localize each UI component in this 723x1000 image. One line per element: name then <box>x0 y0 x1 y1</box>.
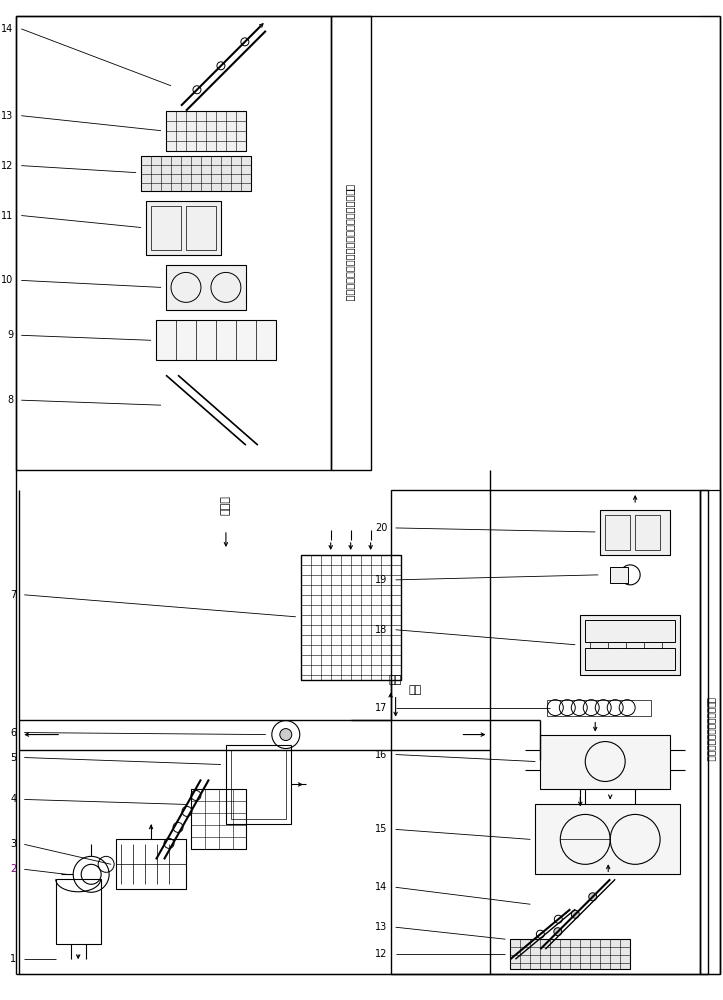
Bar <box>231 750 286 819</box>
Bar <box>535 804 680 874</box>
Text: 20: 20 <box>375 523 388 533</box>
Bar <box>605 515 630 550</box>
Text: 3: 3 <box>10 839 17 849</box>
Bar <box>186 206 216 250</box>
Bar <box>547 700 651 716</box>
Bar <box>636 515 660 550</box>
Bar <box>56 879 101 944</box>
Bar <box>700 490 708 974</box>
Text: 蒸汽: 蒸汽 <box>389 675 402 685</box>
Bar <box>191 789 246 849</box>
Text: 14: 14 <box>375 882 388 892</box>
Text: 19: 19 <box>375 575 388 585</box>
Text: 8: 8 <box>7 395 13 405</box>
Text: 14: 14 <box>1 24 13 34</box>
Bar <box>700 490 720 974</box>
Circle shape <box>280 729 292 741</box>
Text: 7: 7 <box>10 590 17 600</box>
Text: 4: 4 <box>10 794 17 804</box>
Text: 5: 5 <box>10 753 17 763</box>
Bar <box>301 555 401 680</box>
Text: 2: 2 <box>10 864 17 874</box>
Text: 17: 17 <box>375 703 388 713</box>
Bar <box>540 735 670 789</box>
Circle shape <box>589 893 596 901</box>
Text: 15: 15 <box>375 824 388 834</box>
Bar <box>585 648 675 670</box>
Bar <box>151 206 181 250</box>
Bar <box>330 16 371 470</box>
Text: 9: 9 <box>7 330 13 340</box>
Text: 12: 12 <box>375 949 388 959</box>
Bar <box>585 620 675 642</box>
Circle shape <box>554 928 562 936</box>
Text: 13: 13 <box>375 922 388 932</box>
Text: 6: 6 <box>10 728 17 738</box>
Bar <box>390 490 700 974</box>
Bar <box>141 156 251 191</box>
Text: 18: 18 <box>375 625 388 635</box>
Text: 碱液化液和中草药提取液添加和混合输送系统: 碱液化液和中草药提取液添加和混合输送系统 <box>346 184 356 301</box>
Bar <box>146 201 221 255</box>
Bar <box>17 16 330 470</box>
Text: 13: 13 <box>1 111 13 121</box>
Bar <box>600 510 670 555</box>
Bar <box>166 265 246 310</box>
Text: 1: 1 <box>10 954 17 964</box>
Text: 10: 10 <box>1 275 13 285</box>
Bar <box>156 320 275 360</box>
Bar <box>581 615 680 675</box>
Bar <box>510 939 630 969</box>
Text: 11: 11 <box>1 211 13 221</box>
Text: 16: 16 <box>375 750 388 760</box>
Bar <box>116 839 186 889</box>
Bar <box>166 111 246 151</box>
Text: 12: 12 <box>1 161 13 171</box>
Text: 蒸汽: 蒸汽 <box>409 685 422 695</box>
Bar <box>226 745 291 824</box>
Circle shape <box>571 910 579 918</box>
Text: 蒸煮改性助剂和氯氧漂助剂: 蒸煮改性助剂和氯氧漂助剂 <box>706 697 714 762</box>
Text: 液氨液: 液氨液 <box>221 495 231 515</box>
Bar <box>610 567 628 583</box>
